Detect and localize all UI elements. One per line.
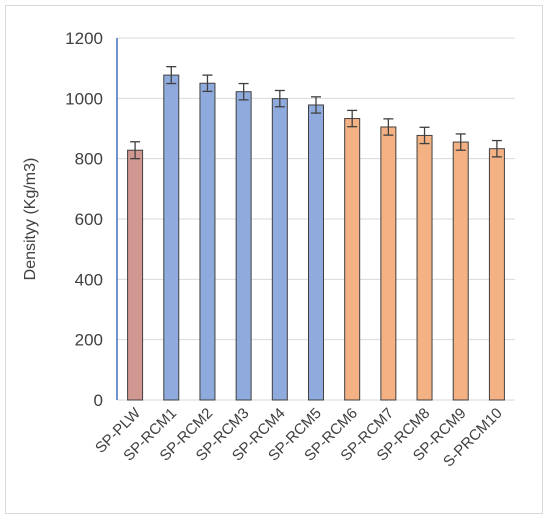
gridlines [117, 37, 515, 401]
y-tick-label: 1200 [65, 29, 103, 48]
error-bar [383, 118, 394, 136]
bar-sp-rcm7 [380, 126, 397, 401]
x-tick-labels: SP-PLWSP-RCM1SP-RCM2SP-RCM3SP-RCM4SP-RCM… [92, 404, 506, 470]
error-bar [130, 141, 141, 160]
y-tick-label: 400 [75, 270, 103, 289]
bar-sp-rcm3 [235, 91, 252, 401]
y-tick-label: 800 [75, 150, 103, 169]
bar-sp-rcm8 [416, 134, 433, 401]
error-bar [419, 126, 430, 145]
error-bar [238, 82, 249, 101]
bar-sp-rcm6 [344, 118, 361, 401]
bar-sp-plw [127, 149, 144, 401]
chart-frame [5, 5, 543, 514]
y-tick-label: 600 [75, 210, 103, 229]
bar-sp-rcm9 [452, 141, 469, 401]
y-tick-label: 1000 [65, 89, 103, 108]
error-bar [311, 96, 321, 114]
bar-sp-rcm5 [308, 104, 324, 401]
error-bar [491, 139, 502, 158]
y-tick-labels: 0 200 400 600 800 1000 1200 [65, 29, 103, 410]
bar-s-prcm10 [488, 148, 505, 401]
error-bar [455, 133, 466, 151]
y-axis-label: Densityy (Kg/m3) [22, 158, 39, 281]
error-bar [347, 109, 358, 128]
y-tick-label: 200 [75, 331, 103, 350]
error-bar [166, 66, 177, 85]
bar-sp-rcm4 [271, 98, 288, 401]
error-bar [274, 89, 285, 108]
y-tick-label: 0 [94, 391, 103, 410]
bars [127, 74, 505, 401]
error-bars [130, 66, 502, 160]
error-bar [202, 74, 213, 93]
bar-sp-rcm2 [199, 82, 216, 401]
bar-sp-rcm1 [163, 74, 180, 401]
